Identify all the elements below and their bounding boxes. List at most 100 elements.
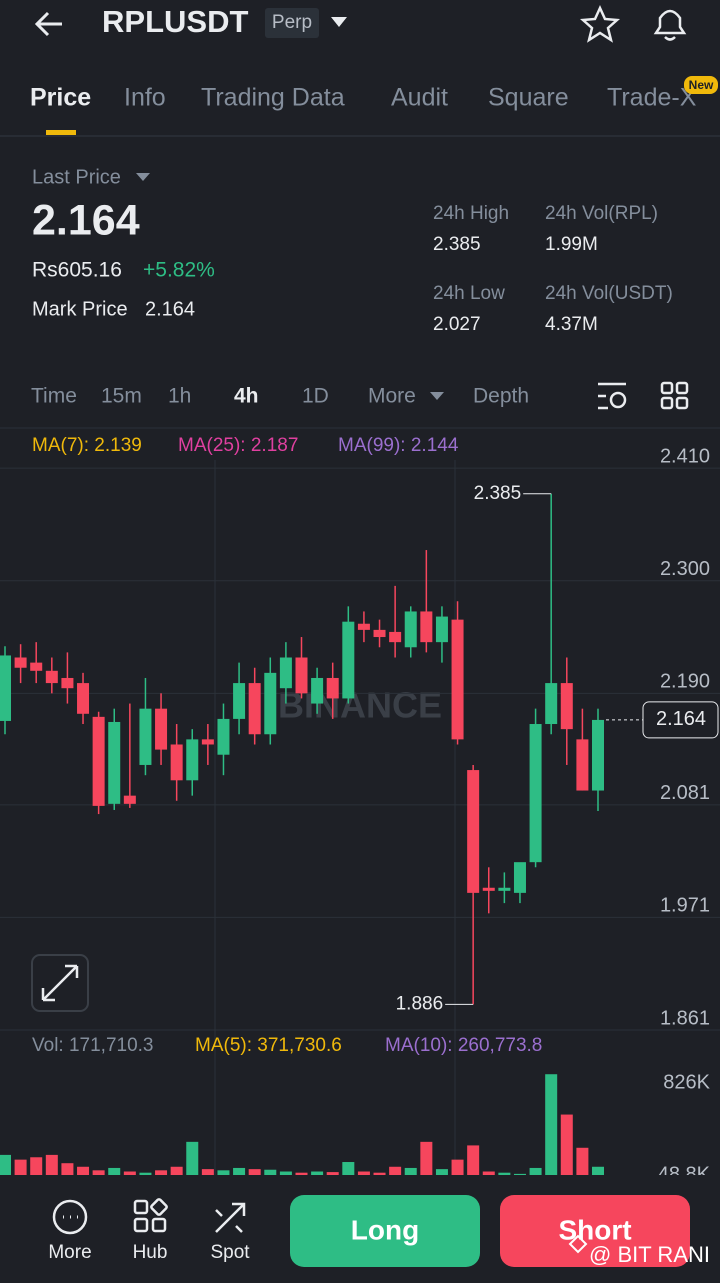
candle-body [404, 611, 417, 648]
candle-body [279, 657, 292, 689]
candle-body [139, 708, 152, 765]
candle-body [420, 611, 433, 643]
back-icon[interactable] [34, 11, 62, 37]
candle-body [14, 657, 27, 668]
candle-body [0, 655, 11, 721]
tab[interactable]: Price [30, 84, 91, 112]
interval[interactable]: Depth [473, 385, 529, 408]
tab-indicator [46, 130, 76, 135]
new-badge: New [689, 78, 714, 92]
volume-bar [467, 1145, 480, 1181]
action-label[interactable]: Hub [133, 1242, 168, 1263]
stat-value: 1.99M [545, 234, 598, 255]
bell-icon[interactable] [653, 9, 687, 41]
y-tick-label: 2.190 [660, 671, 710, 693]
spot-icon[interactable] [215, 1202, 246, 1233]
volume-bar [45, 1154, 58, 1181]
caret [430, 392, 444, 400]
dropdown-icon[interactable] [331, 17, 347, 27]
candle-body [529, 724, 542, 863]
candle-body [513, 862, 526, 893]
last-price: 2.164 [32, 196, 140, 244]
stats: 24h High 2.385 24h Vol(RPL) 1.99M 24h Low 2.0… [433, 203, 673, 335]
expand-icon [41, 964, 79, 1002]
candle-body [467, 770, 480, 893]
new-badge-bg [684, 76, 718, 94]
perp-badge: Perp [272, 12, 312, 33]
interval[interactable]: More [368, 385, 416, 408]
price-tag-label: 2.164 [656, 708, 706, 730]
volume-bar [420, 1141, 433, 1181]
candle-body [123, 795, 136, 804]
mark-price: 2.164 [145, 298, 195, 320]
volume-bar [0, 1154, 11, 1181]
volume-bar [560, 1114, 573, 1181]
candle-body [233, 683, 246, 719]
interval[interactable]: 1h [168, 385, 191, 408]
candle-body [108, 721, 121, 804]
settings-icon[interactable] [598, 382, 626, 410]
tab[interactable]: Square [488, 84, 569, 112]
candle-body [248, 683, 261, 735]
vol-ma5: MA(5): 371,730.6 [195, 1035, 342, 1056]
tab[interactable]: Audit [391, 84, 448, 112]
tab[interactable]: Trade-X [607, 84, 697, 112]
symbol: RPLUSDT [102, 4, 248, 39]
expand-button[interactable] [31, 954, 89, 1012]
interval[interactable]: Time [31, 385, 77, 408]
action-label[interactable]: Spot [210, 1242, 250, 1263]
candle-body [482, 887, 495, 891]
more-icon[interactable] [52, 1199, 88, 1235]
short-button[interactable] [500, 1195, 690, 1267]
vol-tick-label: 826K [663, 1071, 710, 1093]
candle-chart: 2.410 2.300 2.190 2.081 1.971 1.861 2.385 1.886… [0, 445, 720, 1175]
y-tick-label: 2.300 [660, 558, 710, 580]
intervals: Time 15m 1h 4h 1D More Depth [31, 385, 529, 408]
ma25-label: MA(25): 2.187 [178, 435, 298, 456]
candle-body [201, 739, 214, 745]
vol-label: Vol: 171,710.3 [32, 1035, 154, 1056]
stat-label: 24h High [433, 203, 509, 224]
candle-body [576, 739, 589, 791]
actions: More Hub Spot [48, 1242, 250, 1263]
candle-body [155, 708, 168, 750]
stat-value: 4.37M [545, 314, 598, 335]
caret [136, 173, 150, 181]
hub-icon[interactable] [133, 1198, 168, 1233]
long-button[interactable] [290, 1195, 480, 1267]
tab[interactable]: Trading Data [201, 84, 345, 112]
candle-body [592, 719, 604, 791]
y-tick-label: 2.081 [660, 782, 710, 804]
volume-bar [545, 1074, 558, 1181]
candle-body [170, 744, 183, 781]
candle-body [30, 662, 43, 671]
fiat-price: Rs605.16 [32, 259, 122, 282]
last-price-label: Last Price [32, 166, 121, 188]
watermark-icon [568, 1234, 588, 1254]
interval[interactable]: 4h [234, 385, 259, 408]
user-watermark: @ BIT RANI [589, 1242, 710, 1267]
candle-body [77, 683, 90, 714]
candle-body [357, 623, 370, 630]
y-tick-label: 1.861 [660, 1007, 710, 1029]
low-label: 1.886 [396, 993, 444, 1014]
candle-body [545, 683, 558, 725]
candle-body [342, 621, 355, 699]
candle-body [451, 619, 464, 740]
layout-icon[interactable] [660, 381, 689, 410]
interval[interactable]: 15m [101, 385, 142, 408]
volume-bar [576, 1147, 589, 1181]
action-label[interactable]: More [48, 1242, 91, 1263]
stat-label: 24h Vol(RPL) [545, 203, 658, 224]
volume-bar [186, 1141, 199, 1181]
interval[interactable]: 1D [302, 385, 329, 408]
tabs: Price Info Trading Data Audit Square Trade-XN… [30, 76, 718, 135]
short-label: Short [558, 1214, 631, 1245]
stat-label: 24h Vol(USDT) [545, 283, 673, 304]
tab[interactable]: Info [124, 84, 166, 112]
high-label: 2.385 [474, 483, 522, 504]
star-icon[interactable] [579, 4, 621, 43]
candle-body [498, 887, 511, 891]
